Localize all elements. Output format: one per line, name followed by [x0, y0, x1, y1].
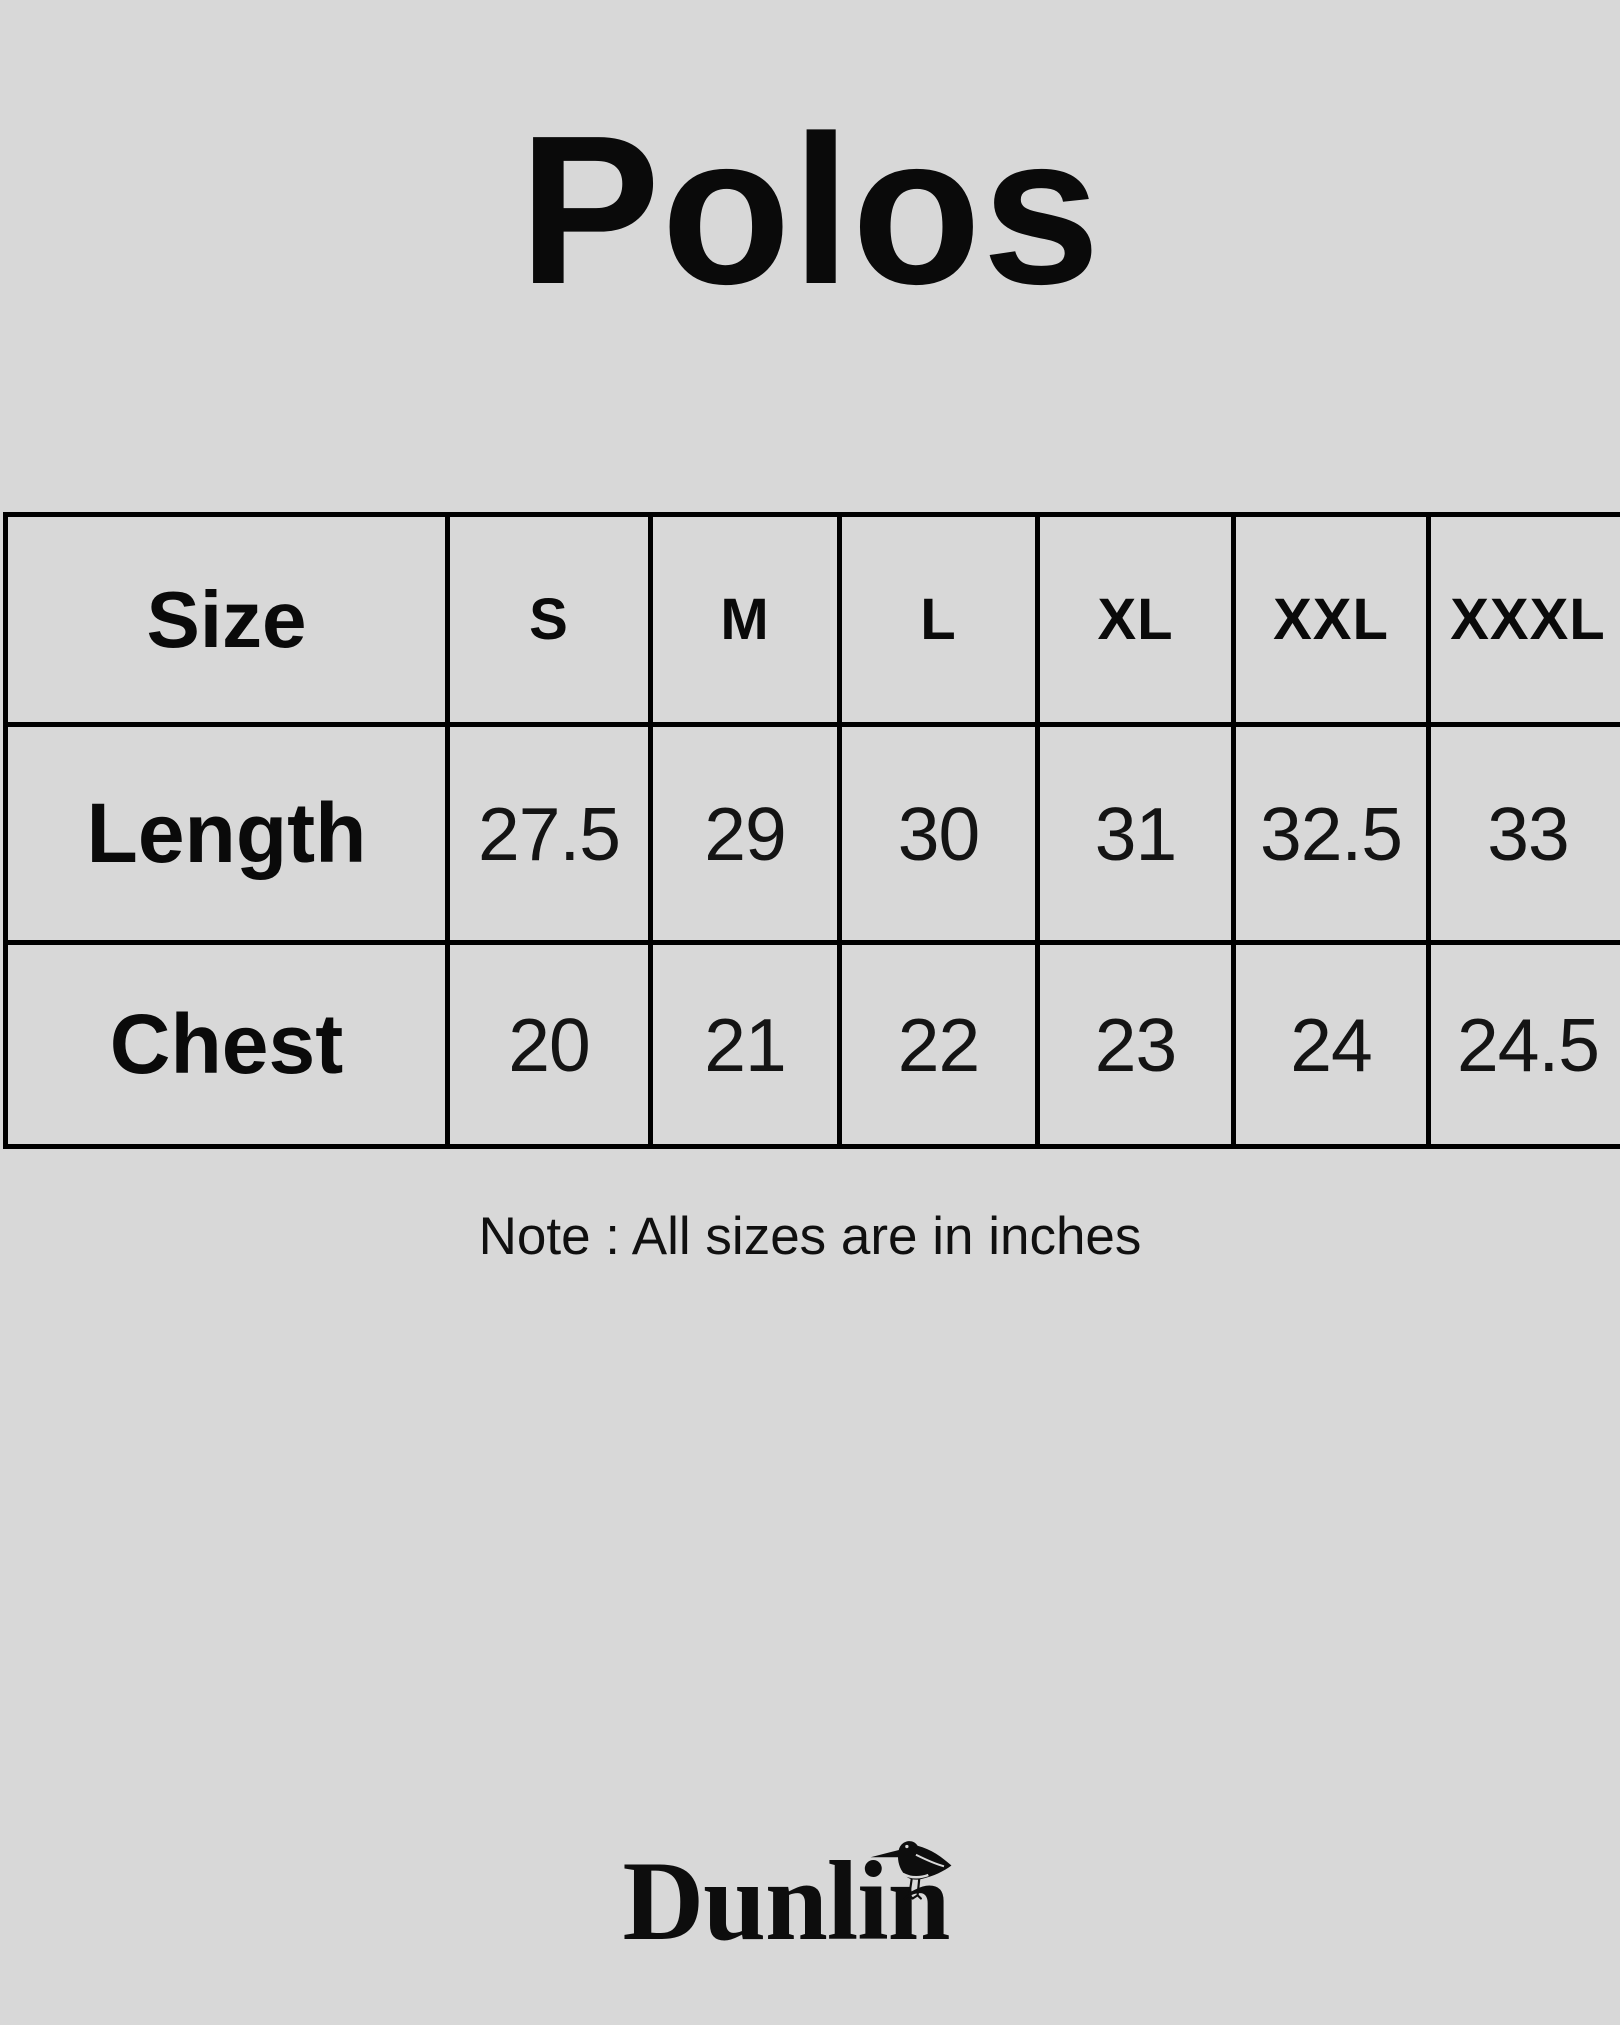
size-chart-table: Size S M L XL XXL XXXL Length 27.5 29 30…: [3, 512, 1620, 1149]
length-value-xl: 31: [1035, 722, 1236, 945]
column-header-xxl: XXL: [1231, 512, 1431, 727]
dunlin-bird-icon: [871, 1841, 952, 1900]
note-text: Note : All sizes are in inches: [478, 1207, 1142, 1266]
chest-value-xl: 23: [1035, 940, 1236, 1149]
brand-name: Dunlin: [622, 1839, 951, 1964]
column-header-xl: XL: [1035, 512, 1236, 727]
table-row-chest: Chest 20 21 22 23 24 24.5: [3, 940, 1620, 1149]
chest-value-m: 21: [648, 940, 842, 1149]
length-value-l: 30: [837, 722, 1040, 945]
column-header-xxxl: XXXL: [1426, 512, 1620, 727]
chest-value-s: 20: [445, 940, 653, 1149]
column-header-m: M: [648, 512, 842, 727]
column-header-l: L: [837, 512, 1040, 727]
length-value-xxl: 32.5: [1231, 722, 1431, 945]
column-header-s: S: [445, 512, 653, 727]
chest-value-l: 22: [837, 940, 1040, 1149]
row-label-chest: Chest: [3, 940, 450, 1149]
length-value-xxxl: 33: [1426, 722, 1620, 945]
table-header-row: Size S M L XL XXL XXXL: [3, 512, 1620, 727]
page-title: Polos: [518, 91, 1102, 328]
row-label-length: Length: [3, 722, 450, 945]
table-row-length: Length 27.5 29 30 31 32.5 33: [3, 722, 1620, 945]
brand-logo: Dunlin: [0, 1841, 1620, 1958]
length-value-s: 27.5: [445, 722, 653, 945]
chest-value-xxxl: 24.5: [1426, 940, 1620, 1149]
length-value-m: 29: [648, 722, 842, 945]
chest-value-xxl: 24: [1231, 940, 1431, 1149]
column-header-size: Size: [3, 512, 450, 727]
